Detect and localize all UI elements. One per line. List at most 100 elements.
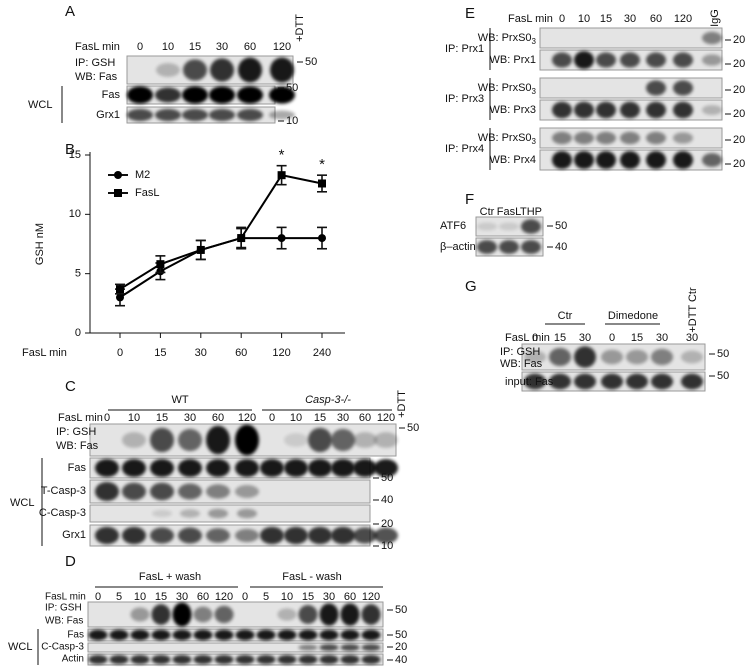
mw-label: 20 bbox=[733, 58, 745, 70]
band bbox=[260, 459, 284, 477]
lane-label: 30 bbox=[579, 332, 591, 344]
row-label-text: WB: PrxS0 bbox=[478, 132, 532, 144]
x-axis-label: FasL min bbox=[22, 347, 67, 359]
band bbox=[353, 527, 377, 544]
band bbox=[552, 52, 572, 68]
group-label: WCL bbox=[10, 497, 34, 509]
band bbox=[646, 131, 666, 145]
band bbox=[237, 108, 263, 122]
band bbox=[331, 428, 355, 452]
band bbox=[206, 459, 230, 477]
lane-label: 30 bbox=[624, 13, 636, 25]
band bbox=[298, 629, 318, 641]
row-label: Fas bbox=[102, 89, 121, 101]
band bbox=[521, 219, 541, 234]
lane-label: 0 bbox=[559, 13, 565, 25]
band bbox=[209, 86, 235, 104]
band bbox=[620, 131, 640, 145]
ip-label: IP: Prx1 bbox=[445, 43, 484, 55]
row-label: T-Casp-3 bbox=[41, 485, 86, 497]
band bbox=[152, 509, 172, 518]
control-label: +DTT Ctr bbox=[687, 287, 699, 333]
band bbox=[178, 459, 202, 477]
lane-label: 10 bbox=[128, 412, 140, 424]
band bbox=[646, 52, 666, 68]
lane-label: 120 bbox=[238, 412, 256, 424]
row-label: IP: GSH bbox=[500, 346, 540, 358]
band bbox=[331, 526, 355, 545]
band bbox=[308, 526, 332, 545]
band bbox=[214, 654, 234, 665]
mw-label: 20 bbox=[733, 134, 745, 146]
blot-row bbox=[539, 27, 723, 49]
lane-label: 30 bbox=[323, 591, 335, 603]
band bbox=[626, 349, 648, 365]
group-label: WT bbox=[171, 394, 188, 406]
panel-label: A bbox=[65, 3, 75, 20]
band bbox=[477, 222, 497, 231]
mw-label: 20 bbox=[733, 34, 745, 46]
row-label: WB: PrxS03 bbox=[478, 132, 537, 146]
band bbox=[620, 101, 640, 119]
band bbox=[574, 346, 596, 368]
band bbox=[208, 508, 228, 519]
band bbox=[284, 433, 308, 447]
band bbox=[353, 459, 377, 477]
annotation: * bbox=[319, 156, 325, 173]
mw-label: 40 bbox=[555, 241, 567, 253]
band bbox=[298, 654, 318, 665]
lane-label: 10 bbox=[134, 591, 146, 603]
band bbox=[88, 629, 108, 641]
band bbox=[374, 527, 398, 544]
band bbox=[340, 654, 360, 665]
band bbox=[172, 602, 192, 627]
lane-label: FasL bbox=[497, 206, 521, 218]
band bbox=[150, 459, 174, 477]
band bbox=[702, 153, 722, 167]
row-label: Fas bbox=[68, 462, 87, 474]
band bbox=[109, 629, 129, 641]
band bbox=[122, 526, 146, 545]
x-tick-label: 15 bbox=[154, 347, 166, 359]
band bbox=[277, 629, 297, 641]
band bbox=[155, 108, 181, 122]
mw-label: 20 bbox=[395, 641, 407, 653]
lane-label: 15 bbox=[155, 591, 167, 603]
band bbox=[277, 654, 297, 665]
lane-label: 15 bbox=[600, 13, 612, 25]
blot-row bbox=[539, 77, 723, 99]
band bbox=[178, 428, 202, 452]
panel-label: F bbox=[465, 191, 474, 208]
band bbox=[193, 629, 213, 641]
lane-label: 60 bbox=[212, 412, 224, 424]
band bbox=[88, 654, 108, 665]
row-label: ATF6 bbox=[440, 220, 466, 232]
row-label-sub: 3 bbox=[532, 87, 537, 96]
band bbox=[214, 629, 234, 641]
mw-label: 40 bbox=[395, 654, 407, 666]
band bbox=[361, 644, 381, 651]
lane-label: 0 bbox=[269, 412, 275, 424]
ip-label: IP: Prx3 bbox=[445, 93, 484, 105]
ip-label: IP: Prx4 bbox=[445, 143, 484, 155]
lane-label: 0 bbox=[532, 332, 538, 344]
lane-label: 30 bbox=[337, 412, 349, 424]
lane-label: 10 bbox=[578, 13, 590, 25]
band bbox=[151, 629, 171, 641]
band bbox=[574, 101, 594, 119]
lane-label: 60 bbox=[650, 13, 662, 25]
panel-label: B bbox=[65, 141, 75, 158]
x-tick-label: 60 bbox=[235, 347, 247, 359]
band bbox=[361, 629, 381, 641]
band bbox=[596, 151, 616, 169]
lane-label: 15 bbox=[302, 591, 314, 603]
point bbox=[318, 179, 326, 188]
band bbox=[127, 86, 153, 104]
row-label-sub: 3 bbox=[532, 37, 537, 46]
group-label: WCL bbox=[8, 641, 32, 653]
band bbox=[178, 483, 202, 500]
row-label: input: Fas bbox=[505, 376, 554, 388]
y-tick-label: 5 bbox=[75, 268, 81, 280]
lane-label: 30 bbox=[216, 41, 228, 53]
